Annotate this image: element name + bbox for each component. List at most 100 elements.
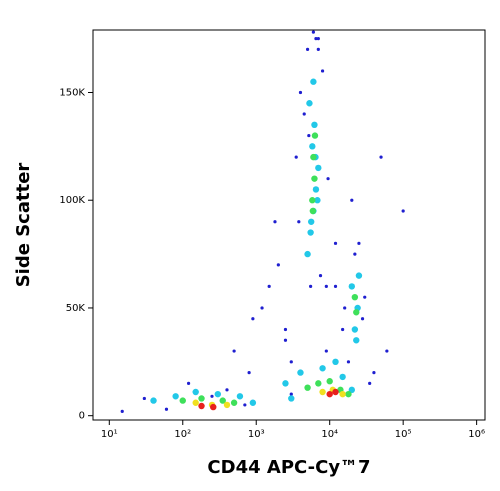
data-point xyxy=(306,100,313,107)
data-point xyxy=(351,293,359,301)
data-point xyxy=(314,197,321,204)
data-point xyxy=(357,241,361,245)
data-point xyxy=(345,390,352,398)
data-point xyxy=(319,365,326,372)
data-point xyxy=(304,250,311,258)
data-point xyxy=(251,317,255,321)
data-point xyxy=(225,388,229,392)
data-point xyxy=(353,309,360,316)
data-point xyxy=(332,358,339,366)
data-point xyxy=(309,143,316,150)
x-tick-label: 10⁴ xyxy=(321,429,338,440)
data-point xyxy=(348,283,356,290)
data-point xyxy=(304,384,311,391)
data-point xyxy=(326,390,333,398)
data-point xyxy=(311,132,319,139)
y-tick-label: 0 xyxy=(79,411,85,422)
data-point xyxy=(260,306,264,310)
data-point xyxy=(283,327,288,332)
data-point xyxy=(288,395,295,402)
data-point xyxy=(311,175,318,182)
x-axis-title: CD44 APC-Cy™7 xyxy=(207,457,370,478)
data-point xyxy=(333,241,338,245)
data-point xyxy=(316,37,320,41)
data-point xyxy=(267,284,271,289)
data-point xyxy=(318,274,323,278)
data-point xyxy=(339,390,346,398)
data-point xyxy=(346,360,351,364)
y-tick-label: 100K xyxy=(59,195,85,206)
data-point xyxy=(326,378,333,385)
data-point xyxy=(276,263,280,267)
data-point xyxy=(309,284,313,289)
data-point xyxy=(192,388,199,396)
x-tick-label: 10¹ xyxy=(101,429,118,440)
data-point xyxy=(350,198,354,202)
data-point xyxy=(363,295,367,299)
data-point xyxy=(282,380,289,387)
y-tick-label: 50K xyxy=(66,303,86,314)
data-point xyxy=(320,69,325,73)
data-point xyxy=(294,155,298,159)
x-tick-label: 10⁵ xyxy=(395,429,412,440)
data-point xyxy=(353,252,357,256)
x-tick-label: 10² xyxy=(174,429,191,440)
data-point xyxy=(309,197,316,204)
data-point xyxy=(232,349,236,353)
data-point xyxy=(355,272,363,279)
data-point xyxy=(368,381,372,385)
data-point xyxy=(273,220,277,224)
plot-frame xyxy=(92,29,486,421)
data-point xyxy=(312,186,320,193)
data-point xyxy=(179,397,186,404)
data-point xyxy=(319,388,326,396)
y-tick-label: 150K xyxy=(59,87,85,98)
data-point xyxy=(333,284,338,289)
data-point xyxy=(307,133,311,138)
data-point xyxy=(315,380,322,387)
data-point xyxy=(310,153,317,161)
data-point xyxy=(310,78,317,85)
data-point xyxy=(305,47,310,51)
data-point xyxy=(230,399,238,406)
data-point xyxy=(247,370,251,375)
data-point xyxy=(360,317,365,321)
data-point xyxy=(210,403,217,411)
data-point xyxy=(324,284,328,289)
data-point xyxy=(142,396,146,401)
data-point xyxy=(332,388,339,396)
data-point xyxy=(348,386,356,394)
data-point xyxy=(326,177,330,181)
data-point xyxy=(314,37,318,41)
data-point xyxy=(198,402,205,410)
data-point xyxy=(309,207,317,215)
data-point xyxy=(298,90,303,95)
x-tick-label: 10⁶ xyxy=(468,429,485,440)
data-point xyxy=(214,390,222,398)
x-tick-label: 10³ xyxy=(248,429,265,440)
data-point xyxy=(372,370,376,375)
data-point xyxy=(341,327,345,332)
data-point xyxy=(297,220,301,224)
data-point xyxy=(379,155,383,159)
data-point xyxy=(307,229,314,236)
data-point xyxy=(164,407,169,411)
data-point xyxy=(210,394,214,398)
data-point xyxy=(192,399,199,406)
data-point xyxy=(351,326,359,333)
data-point xyxy=(339,373,346,381)
data-point xyxy=(311,121,318,129)
data-point xyxy=(283,338,288,342)
data-point xyxy=(307,218,315,225)
y-axis-title: Side Scatter xyxy=(13,163,34,288)
data-point xyxy=(297,369,304,376)
data-point xyxy=(401,209,405,213)
data-point xyxy=(223,401,231,409)
data-point xyxy=(302,112,306,116)
data-point xyxy=(385,349,389,353)
data-point xyxy=(311,30,315,34)
data-point xyxy=(315,164,322,172)
data-point xyxy=(150,397,157,404)
data-point xyxy=(289,392,293,396)
